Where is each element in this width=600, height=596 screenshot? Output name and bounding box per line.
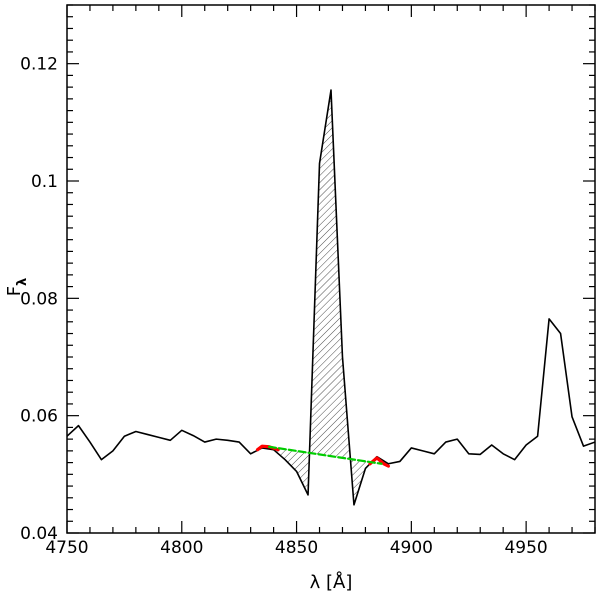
svg-text:Fλ: Fλ — [4, 278, 30, 297]
x-tick-label: 4850 — [275, 538, 318, 558]
x-tick-label: 4800 — [160, 538, 203, 558]
spectrum-line — [67, 89, 595, 506]
x-tick-label: 4750 — [45, 538, 88, 558]
y-axis-label-sub: λ — [15, 278, 30, 286]
flux-shaded-region — [269, 90, 382, 505]
axis-ticks — [66, 4, 596, 534]
y-tick-label: 0.04 — [20, 524, 58, 544]
y-axis-label-main: F — [4, 286, 25, 296]
y-axis-label: Fλ — [4, 278, 30, 297]
hatched-area — [269, 90, 382, 505]
x-tick-label: 4900 — [390, 538, 433, 558]
continuum-right-line — [368, 456, 390, 468]
series-layer — [67, 89, 595, 506]
x-axis-label: λ [Å] — [310, 571, 353, 593]
y-tick-label: 0.06 — [20, 407, 58, 427]
y-tick-label: 0.08 — [20, 289, 58, 309]
axis-tick-labels: 4750 4800 4850 4900 4950 0.04 0.06 0.08 0.1 0.12 — [20, 55, 548, 558]
x-tick-label: 4950 — [504, 538, 547, 558]
continuum-fit-line — [267, 445, 383, 465]
y-tick-label: 0.1 — [31, 172, 58, 192]
plot-frame — [66, 4, 596, 534]
y-tick-label: 0.12 — [20, 55, 58, 75]
